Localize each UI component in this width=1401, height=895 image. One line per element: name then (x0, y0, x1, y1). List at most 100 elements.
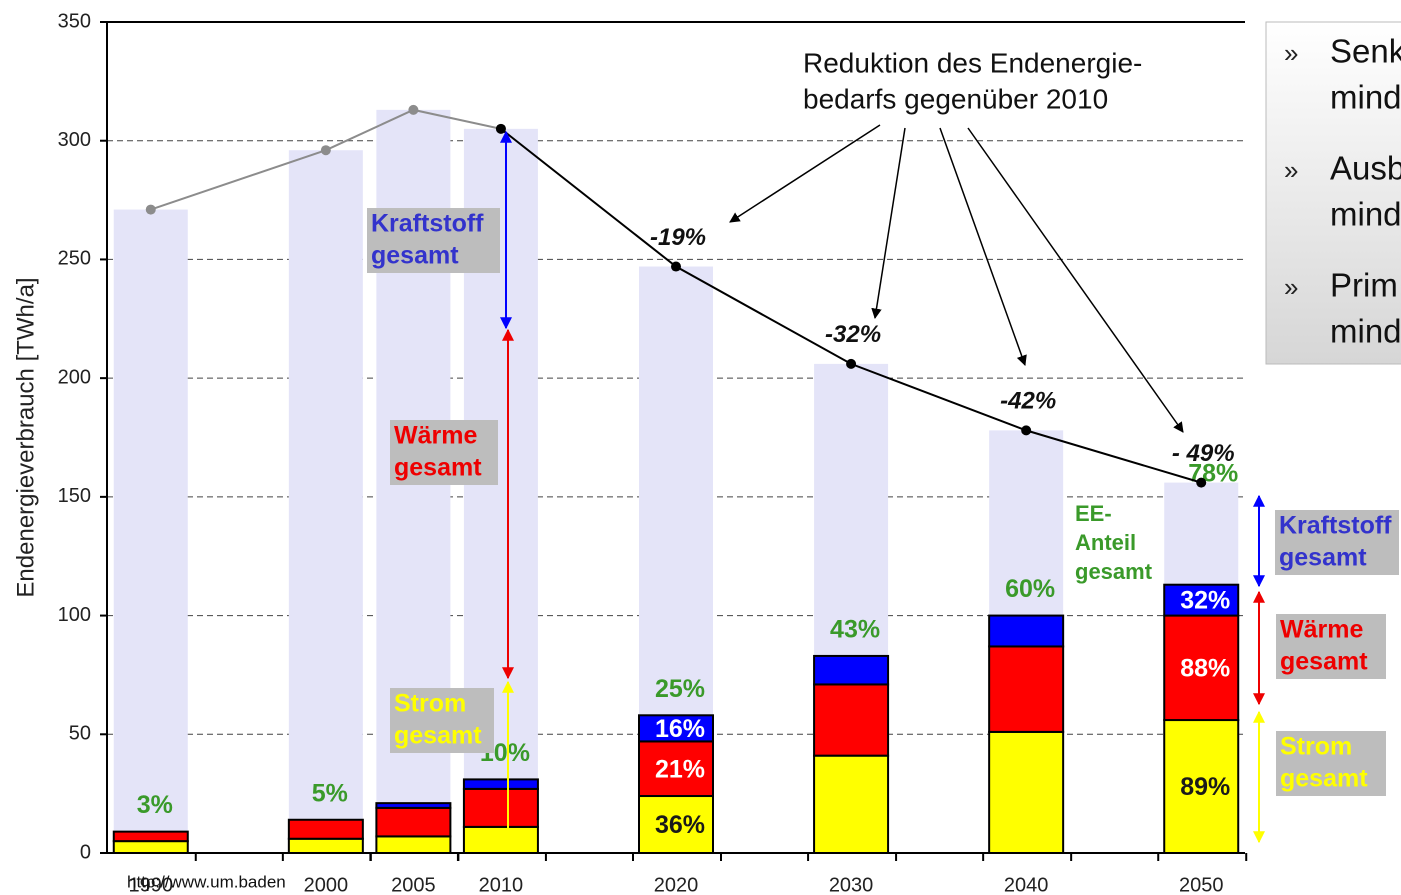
trend-point (145, 204, 156, 215)
ee-label: Anteil (1075, 530, 1136, 555)
y-tick-label: 150 (58, 485, 91, 507)
stack-segment (287, 837, 364, 854)
stack-segment (112, 840, 189, 855)
label-box (1276, 614, 1386, 679)
x-tick-label: 2005 (391, 874, 436, 895)
note-arrow (939, 127, 1027, 366)
range-label: gesamt (1279, 544, 1367, 572)
ee-share-label: 5% (312, 779, 348, 807)
y-tick-label: 50 (69, 723, 91, 745)
reduction-label: -32% (825, 321, 881, 348)
source: http://www.um.baden (127, 872, 286, 891)
share-label: 36% (655, 811, 705, 839)
x-tick-label: 2030 (829, 874, 874, 895)
stack-segment (375, 806, 452, 838)
range-label: Kraftstoff (371, 210, 484, 238)
stack-segment (462, 778, 539, 790)
ee-share-label: 25% (655, 675, 705, 703)
ee-share-label: 60% (1005, 575, 1055, 603)
trend-point (1021, 425, 1032, 436)
stack-segment (638, 714, 714, 743)
panel-bullet: » (1284, 38, 1298, 68)
ee-label: EE- (1075, 501, 1112, 526)
total-bar (113, 209, 188, 853)
y-tick-label: 200 (58, 366, 91, 388)
panel-text: Ausb (1330, 150, 1401, 187)
stack-segment (112, 830, 189, 843)
note-arrow (871, 127, 906, 320)
range-label: gesamt (394, 722, 482, 750)
trend-point (846, 358, 857, 369)
x-tick-label: 2010 (479, 874, 524, 895)
panel-text: Senk (1330, 33, 1401, 70)
ee-share-label: 3% (137, 791, 173, 819)
note-arrow (729, 124, 881, 223)
panel-bullet: » (1284, 155, 1298, 185)
trend-point (320, 145, 331, 156)
side-panel: » Senk mind » Ausb mind » Prim mind (1265, 21, 1401, 365)
range-label: gesamt (371, 242, 459, 270)
panel-text: mind (1330, 313, 1401, 350)
stack-segment (813, 754, 890, 855)
x-tick-label: 2050 (1179, 874, 1224, 895)
x-tick-label: 2040 (1004, 874, 1049, 895)
stack-segment (988, 645, 1065, 733)
x-tick-label: 2000 (304, 874, 349, 895)
panel-text: mind (1330, 79, 1401, 116)
note-text: bedarfs gegenüber 2010 (803, 83, 1108, 114)
share-label: 89% (1180, 773, 1230, 801)
stack-segment (988, 730, 1065, 855)
x-tick-label: 2020 (654, 874, 699, 895)
stack-segment (988, 614, 1065, 648)
stack-segment (287, 818, 364, 840)
range-label: Wärme (394, 422, 477, 450)
range-label: gesamt (1280, 765, 1368, 793)
share-label: 88% (1180, 654, 1230, 682)
note-arrow (967, 127, 1184, 433)
share-label: 16% (655, 715, 705, 743)
y-tick-label: 300 (58, 129, 91, 151)
stack-segment (1163, 614, 1240, 722)
y-tick-label: 0 (80, 841, 91, 863)
trend-point (495, 123, 506, 134)
total-bar (288, 150, 363, 853)
stack-segment (375, 835, 452, 855)
y-axis-label: Endenergieverbrauch [TWh/a] (12, 277, 39, 597)
panel-box (1265, 21, 1401, 365)
stack-segment (813, 683, 890, 757)
range-label: Strom (1280, 733, 1352, 761)
stack-segment (813, 654, 890, 686)
range-label: Strom (394, 690, 466, 718)
panel-bullet: » (1284, 272, 1298, 302)
trend-point (1196, 477, 1207, 488)
reduction-label: - 49% (1172, 440, 1235, 467)
stack-segment (375, 802, 452, 809)
label-box (367, 208, 500, 273)
ee-label: gesamt (1075, 559, 1153, 584)
share-label: 32% (1180, 587, 1230, 615)
label-box (1276, 731, 1386, 796)
x-tick-label: 1990 (129, 874, 174, 895)
share-label: 21% (655, 755, 705, 783)
note-text: Reduktion des Endenergie- (803, 47, 1142, 78)
stack-segment (1163, 583, 1240, 617)
reduction-label: -42% (1000, 388, 1056, 415)
trend-point (408, 104, 419, 115)
panel-text: Prim (1330, 267, 1398, 304)
range-label: gesamt (394, 454, 482, 482)
label-box (390, 420, 498, 485)
reduction-label: -19% (650, 224, 706, 251)
y-tick-label: 250 (58, 248, 91, 270)
stack-segment (462, 825, 539, 855)
stack-segment (462, 787, 539, 828)
y-tick-label: 100 (58, 604, 91, 626)
range-label: gesamt (1280, 648, 1368, 676)
range-label: Kraftstoff (1279, 512, 1392, 540)
label-box (390, 688, 494, 753)
range-label: Wärme (1280, 616, 1363, 644)
trend-line (150, 108, 502, 211)
panel-text: mind (1330, 196, 1401, 233)
ee-share-label: 43% (830, 616, 880, 644)
label-box (1275, 510, 1399, 575)
